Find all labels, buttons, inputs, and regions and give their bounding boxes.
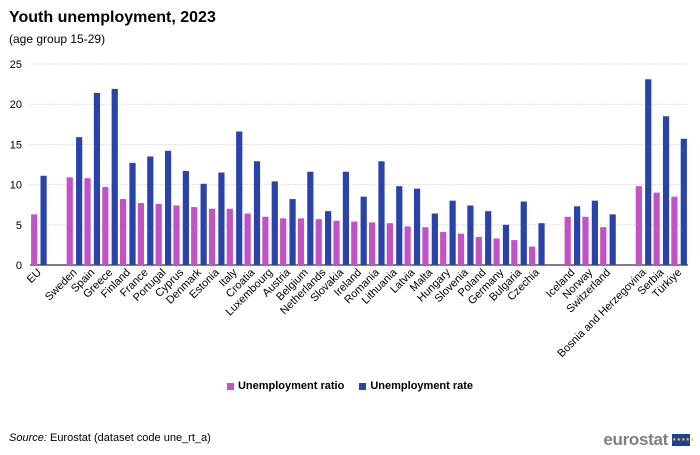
bar-ratio-20 xyxy=(386,223,393,265)
legend-swatch-ratio xyxy=(226,382,234,390)
bar-ratio-23 xyxy=(440,232,447,265)
bar-rate-22 xyxy=(431,213,438,265)
source-text: Eurostat (dataset code une_rt_a) xyxy=(46,432,211,444)
legend-label-rate: Unemployment rate xyxy=(370,380,474,392)
y-tick-label: 25 xyxy=(10,59,22,71)
legend-item-unemployment-rate: Unemployment rate xyxy=(359,380,473,392)
bar-rate-32 xyxy=(609,214,616,265)
bar-rate-25 xyxy=(485,211,492,265)
bar-rate-35 xyxy=(662,116,670,265)
bar-rate-36 xyxy=(680,138,687,265)
bar-rate-21 xyxy=(413,188,421,265)
bar-rate-5 xyxy=(129,162,136,265)
bar-ratio-5 xyxy=(120,199,127,265)
legend-item-unemployment-ratio: Unemployment ratio xyxy=(226,380,345,392)
bar-rate-34 xyxy=(645,79,652,265)
bar-ratio-35 xyxy=(653,192,660,265)
bar-ratio-15 xyxy=(297,218,305,265)
bar-rate-0 xyxy=(40,175,47,265)
bar-ratio-14 xyxy=(280,218,287,265)
bar-ratio-24 xyxy=(457,233,465,265)
bar-rate-17 xyxy=(342,171,350,265)
bar-ratio-8 xyxy=(173,205,180,265)
bar-rate-27 xyxy=(520,201,527,265)
logo-text: eurostat xyxy=(603,430,668,449)
bar-ratio-12 xyxy=(244,213,251,265)
bar-ratio-17 xyxy=(333,220,340,265)
bar-ratio-6 xyxy=(137,203,144,265)
source-label: Source: xyxy=(9,432,47,444)
bar-rate-16 xyxy=(325,211,332,265)
chart-subtitle: (age group 15-29) xyxy=(9,32,106,46)
eu-flag-icon: ★★★★★ xyxy=(672,434,694,446)
bar-ratio-21 xyxy=(404,226,411,265)
bar-ratio-7 xyxy=(155,203,162,265)
bar-rate-14 xyxy=(289,199,296,265)
bar-ratio-19 xyxy=(368,222,376,265)
bar-rate-11 xyxy=(236,131,243,265)
bar-ratio-2 xyxy=(66,177,73,265)
bar-ratio-31 xyxy=(582,216,589,265)
bar-rate-13 xyxy=(271,181,278,265)
bar-ratio-16 xyxy=(315,219,322,265)
y-tick-label: 10 xyxy=(10,180,22,192)
bar-ratio-36 xyxy=(671,196,678,265)
source-note: Source: Eurostat (dataset code une_rt_a) xyxy=(9,432,211,444)
bar-ratio-27 xyxy=(511,240,518,265)
y-tick-label: 15 xyxy=(10,139,22,151)
bar-ratio-26 xyxy=(493,238,500,265)
bar-ratio-18 xyxy=(351,221,358,265)
bar-ratio-3 xyxy=(84,178,91,265)
bar-ratio-4 xyxy=(102,187,109,265)
bar-rate-20 xyxy=(396,186,403,265)
bar-ratio-11 xyxy=(226,208,233,265)
bar-ratio-32 xyxy=(600,227,607,265)
bar-ratio-10 xyxy=(208,208,216,265)
bar-rate-23 xyxy=(449,200,456,265)
bar-rate-31 xyxy=(591,200,598,265)
eurostat-logo: eurostat ★★★★★ xyxy=(603,430,694,450)
bar-rate-18 xyxy=(360,196,367,265)
bar-rate-19 xyxy=(378,161,385,265)
legend-swatch-rate xyxy=(359,382,367,390)
bar-rate-2 xyxy=(76,137,83,265)
bar-ratio-34 xyxy=(635,186,642,265)
bar-ratio-30 xyxy=(564,216,571,265)
bar-rate-8 xyxy=(182,170,189,265)
bar-rate-30 xyxy=(574,206,581,265)
bar-ratio-0 xyxy=(31,214,38,265)
y-tick-label: 0 xyxy=(16,260,22,272)
bar-ratio-25 xyxy=(475,236,482,265)
bar-ratio-9 xyxy=(191,207,198,265)
bar-rate-3 xyxy=(93,92,101,265)
bar-ratio-13 xyxy=(262,216,269,265)
bar-rate-26 xyxy=(502,224,510,265)
bar-rate-24 xyxy=(467,205,474,265)
bar-rate-28 xyxy=(538,223,545,265)
y-tick-label: 20 xyxy=(10,99,22,111)
x-tick-label: EU xyxy=(25,267,44,286)
y-tick-label: 5 xyxy=(16,220,22,232)
chart-legend: Unemployment ratio Unemployment rate xyxy=(0,380,700,393)
bar-ratio-28 xyxy=(529,246,536,265)
bar-chart: 0510152025EUSwedenSpainGreeceFinlandFran… xyxy=(10,59,688,360)
bar-rate-12 xyxy=(253,161,261,265)
legend-label-ratio: Unemployment ratio xyxy=(237,380,345,392)
bar-rate-9 xyxy=(200,183,207,265)
bar-rate-4 xyxy=(111,88,118,265)
bar-rate-10 xyxy=(218,172,225,265)
bar-rate-6 xyxy=(147,156,154,265)
bar-rate-15 xyxy=(307,171,314,265)
bar-ratio-22 xyxy=(422,227,429,265)
chart-title: Youth unemployment, 2023 xyxy=(9,9,216,26)
bar-rate-7 xyxy=(164,150,172,265)
